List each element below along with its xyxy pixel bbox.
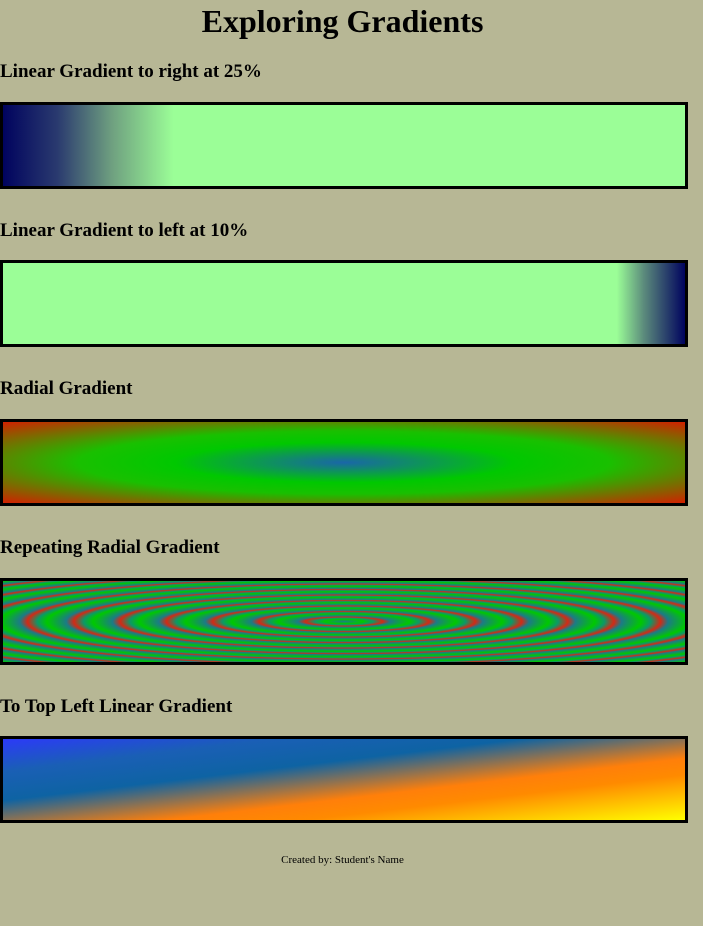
heading-repeating-radial: Repeating Radial Gradient <box>0 537 220 558</box>
page-title: Exploring Gradients <box>201 3 484 39</box>
top-left-linear-gradient-box <box>0 736 688 823</box>
repeating-radial-gradient-box <box>0 578 688 665</box>
heading-linear-left: Linear Gradient to left at 10% <box>0 220 249 241</box>
linear-gradient-right-box <box>0 102 688 189</box>
footer-credit: Created by: Student's Name <box>281 854 404 866</box>
linear-gradient-left-box <box>0 260 688 347</box>
heading-linear-right: Linear Gradient to right at 25% <box>0 61 262 82</box>
heading-radial: Radial Gradient <box>0 378 133 399</box>
heading-top-left-linear: To Top Left Linear Gradient <box>0 696 233 717</box>
radial-gradient-box <box>0 419 688 506</box>
